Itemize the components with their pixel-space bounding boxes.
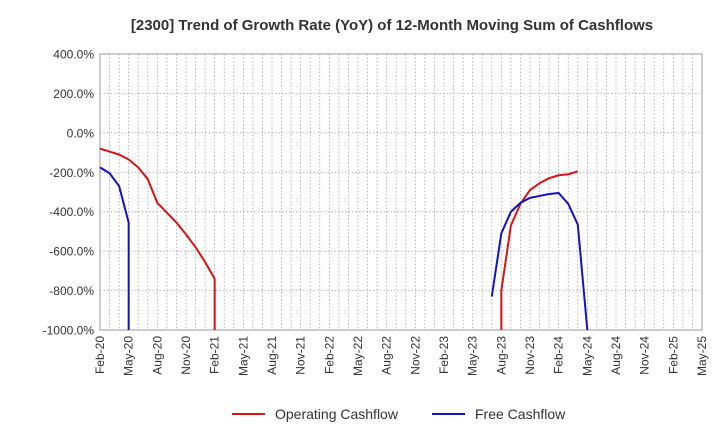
x-tick-label: May-20: [122, 336, 136, 376]
x-tick-label: Feb-22: [322, 336, 336, 374]
y-tick-label: -600.0%: [49, 245, 94, 259]
x-tick-label: Nov-22: [408, 336, 422, 375]
y-tick-label: 0.0%: [67, 126, 95, 140]
x-tick-label: Feb-25: [666, 336, 680, 374]
y-tick-label: 400.0%: [53, 48, 94, 62]
legend: Operating Cashflow Free Cashflow: [232, 406, 566, 422]
x-tick-label: Nov-23: [523, 336, 537, 375]
x-tick-label: Nov-21: [294, 336, 308, 375]
x-tick-label: Feb-23: [437, 336, 451, 374]
series-line-operating-cashflow-segment-1: [99, 147, 216, 330]
x-tick-label: Aug-20: [150, 336, 164, 375]
axis-layer: 400.0% 200.0% 0.0% -200.0% -400.0% -600.0% -80…: [43, 48, 709, 377]
series-line-operating-cashflow-segment-2: [500, 170, 579, 330]
grid-layer: [99, 53, 703, 331]
x-tick-label: May-22: [351, 336, 365, 376]
y-tick-label: -800.0%: [49, 284, 94, 298]
x-tick-label: Aug-23: [494, 336, 508, 375]
x-tick-label: Nov-20: [179, 336, 193, 375]
legend-label: Free Cashflow: [475, 406, 566, 422]
series-line-free-cashflow-segment-1: [99, 166, 130, 330]
series-layer: [99, 147, 589, 331]
x-tick-label: May-21: [236, 336, 250, 376]
x-tick-label: May-23: [466, 336, 480, 376]
series-line-free-cashflow-segment-2: [490, 191, 589, 331]
x-tick-label: May-24: [580, 336, 594, 376]
x-tick-label: Feb-20: [93, 336, 107, 374]
y-tick-label: 200.0%: [53, 87, 94, 101]
x-tick-label: Aug-22: [380, 336, 394, 375]
y-tick-label: -200.0%: [49, 166, 94, 180]
plot-frame: [99, 53, 703, 331]
x-tick-label: Feb-21: [208, 336, 222, 374]
x-tick-label: Nov-24: [638, 336, 652, 375]
legend-label: Operating Cashflow: [275, 406, 399, 422]
x-tick-label: Feb-24: [552, 336, 566, 374]
x-tick-label: Aug-21: [265, 336, 279, 375]
y-tick-label: -1000.0%: [43, 324, 95, 338]
x-tick-label: May-25: [695, 336, 709, 376]
x-tick-label: Aug-24: [609, 336, 623, 375]
y-tick-label: -400.0%: [49, 205, 94, 219]
chart-title: [2300] Trend of Growth Rate (YoY) of 12-…: [131, 17, 653, 34]
